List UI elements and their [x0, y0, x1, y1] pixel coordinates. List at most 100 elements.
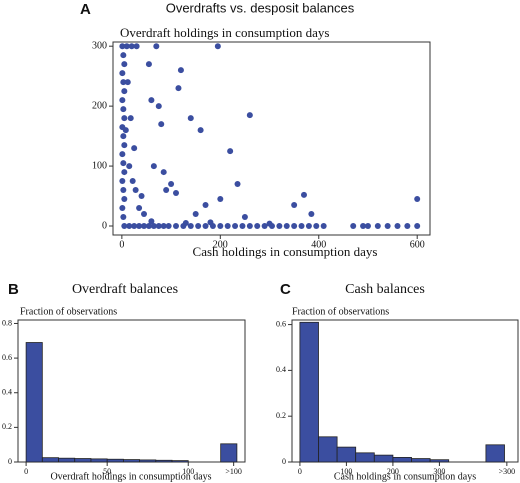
scatter-point [131, 145, 138, 152]
scatter-point [153, 43, 160, 50]
scatter-point [150, 163, 157, 170]
scatter-point [155, 103, 162, 110]
y-tick-label: 0 [8, 457, 12, 466]
scatter-point [350, 223, 357, 230]
scatter-point [308, 211, 315, 218]
scatter-point [119, 205, 126, 212]
scatter-point [121, 61, 128, 68]
scatter-point [120, 187, 127, 194]
scatter-point [234, 181, 241, 188]
scatter-point [202, 202, 209, 209]
y-tick-label: 0.4 [2, 388, 12, 397]
scatter-point [173, 190, 180, 197]
scatter-point [121, 196, 128, 203]
scatter-point [175, 85, 182, 92]
scatter-point [150, 223, 157, 230]
scatter-point [119, 178, 126, 185]
y-tick-label: 0 [282, 457, 286, 466]
chart-title: Overdrafts vs. desposit balances [166, 0, 355, 15]
x-tick-label: 400 [311, 239, 326, 250]
scatter-point [141, 223, 148, 230]
histogram-bar [106, 458, 124, 463]
histogram-bar [392, 457, 412, 463]
x-axis-label: Cash holdings in consumption days [193, 244, 378, 259]
x-tick-label: >100 [225, 467, 242, 476]
y-axis-label: Fraction of observations [20, 306, 117, 317]
scatter-point [120, 160, 127, 167]
x-tick-label: >300 [499, 467, 516, 476]
y-tick-label: 0.6 [2, 353, 12, 362]
y-tick-label: 200 [92, 100, 107, 111]
histogram-bar [373, 454, 394, 463]
scatter-point [414, 223, 421, 230]
y-tick-label: 100 [92, 160, 107, 171]
scatter-point [283, 223, 290, 230]
histogram-bar [74, 458, 92, 463]
x-tick-label: 100 [182, 467, 194, 476]
x-axis-label: Overdraft holdings in consumption days [50, 471, 211, 482]
y-tick-label: 300 [92, 40, 107, 51]
scatter-point [126, 163, 133, 170]
scatter-point [364, 223, 371, 230]
y-tick-label: 0.2 [2, 422, 12, 431]
scatter-point [160, 223, 167, 230]
scatter-point [136, 223, 143, 230]
scatter-point [187, 115, 194, 122]
scatter-point [261, 223, 268, 230]
scatter-point [180, 223, 187, 230]
scatter-point [138, 193, 145, 200]
scatter-point [168, 181, 175, 188]
scatter-point [148, 218, 155, 225]
scatter-point [214, 43, 221, 50]
y-tick-label: 0.2 [276, 411, 286, 420]
scatter-point [177, 67, 184, 74]
scatter-point [121, 223, 128, 230]
scatter-point [132, 187, 139, 194]
x-tick-label: 0 [298, 467, 302, 476]
chart-title: Overdraft balances [72, 282, 178, 297]
scatter-point [298, 223, 305, 230]
scatter-point [414, 196, 421, 203]
scatter-point [119, 97, 126, 104]
scatter-point [195, 223, 202, 230]
scatter-point [120, 52, 127, 59]
scatter-point [133, 43, 140, 50]
x-tick-label: 0 [24, 467, 28, 476]
scatter-point [160, 169, 167, 176]
scatter-point [291, 202, 298, 209]
scatter-point [276, 223, 283, 230]
scatter-point [131, 223, 138, 230]
x-tick-label: 50 [103, 467, 111, 476]
panel-label: A [80, 1, 91, 18]
scatter-point [239, 223, 246, 230]
scatter-point [155, 223, 162, 230]
scatter-point [141, 211, 148, 218]
scatter-point [374, 223, 381, 230]
histogram-bar [355, 452, 375, 463]
panel-label: C [280, 281, 291, 298]
scatter-point [119, 151, 126, 158]
scatter-point [163, 187, 170, 194]
scatter-point [217, 196, 224, 203]
scatter-point [127, 115, 134, 122]
plot-frame [17, 319, 246, 463]
histogram-bar [220, 443, 238, 463]
y-tick-label: 0.6 [276, 319, 286, 328]
scatter-point [136, 205, 143, 212]
histogram-bar [485, 444, 505, 463]
x-tick-label: 0 [119, 239, 124, 250]
scatter-point [241, 214, 248, 221]
histogram-bar [318, 436, 338, 463]
x-tick-label: 200 [387, 467, 399, 476]
scatter-point [128, 43, 135, 50]
y-axis-label: Overdraft holdings in consumption days [120, 25, 329, 40]
scatter-point [232, 223, 239, 230]
scatter-point [123, 43, 130, 50]
scatter-point [121, 169, 128, 176]
x-tick-label: 200 [213, 239, 228, 250]
scatter-point [187, 223, 194, 230]
scatter-point [300, 191, 307, 198]
scatter-point [145, 61, 152, 68]
scatter-point [394, 223, 401, 230]
histogram-bar [336, 446, 357, 463]
